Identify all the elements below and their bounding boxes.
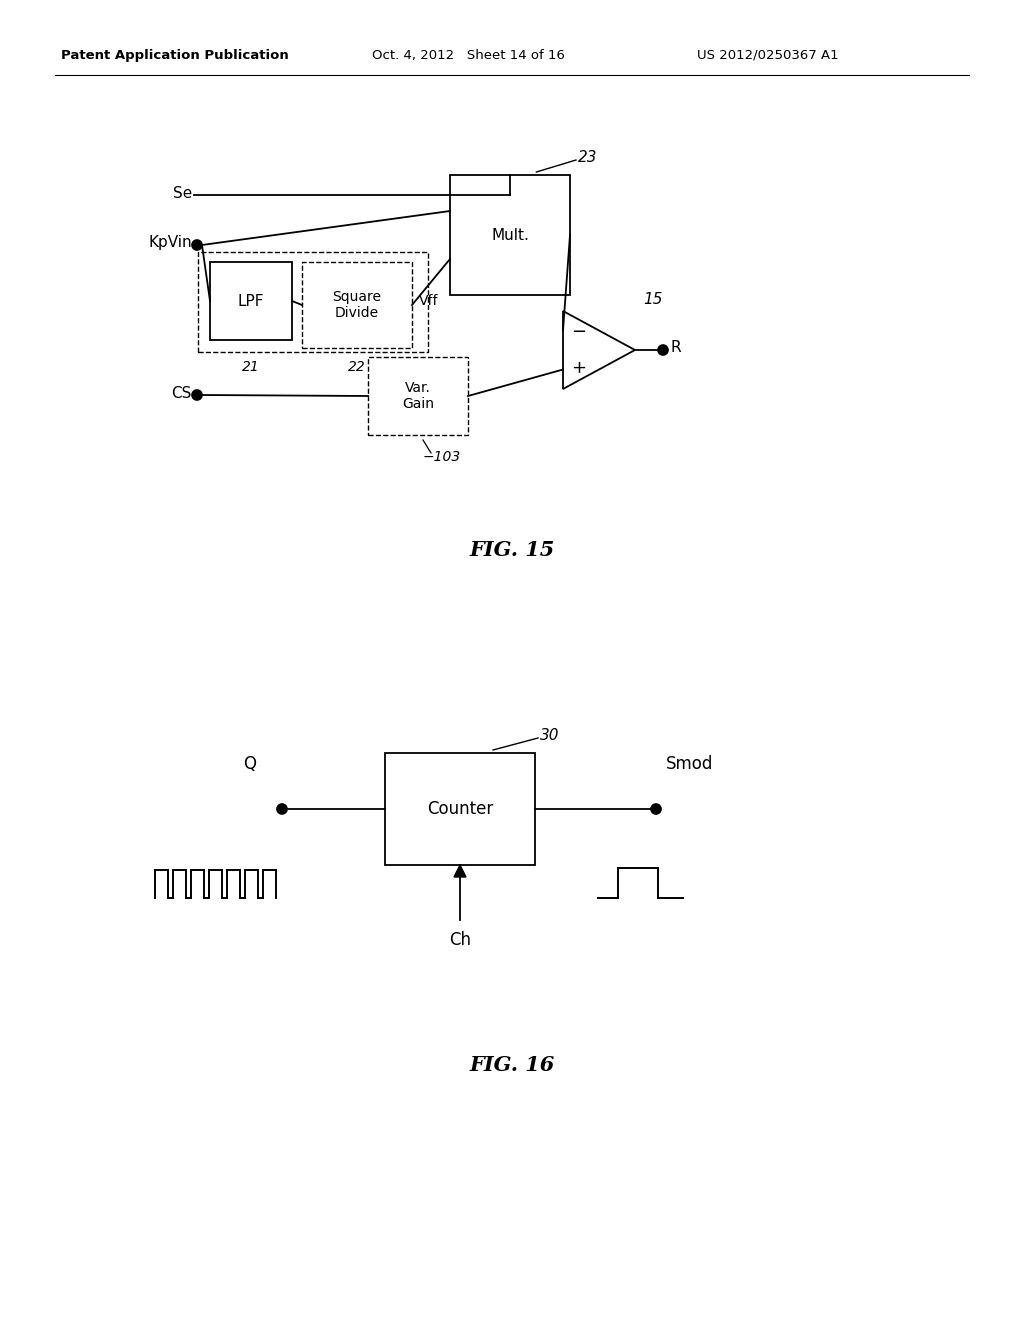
Text: Smod: Smod — [667, 755, 714, 774]
Circle shape — [193, 389, 202, 400]
Polygon shape — [302, 261, 412, 348]
Polygon shape — [450, 176, 570, 294]
Polygon shape — [385, 752, 535, 865]
Text: 30: 30 — [540, 727, 559, 742]
Text: 21: 21 — [242, 360, 260, 374]
Text: 22: 22 — [348, 360, 366, 374]
Polygon shape — [368, 356, 468, 436]
Text: 23: 23 — [578, 149, 597, 165]
Text: −: − — [571, 323, 587, 341]
Text: LPF: LPF — [238, 293, 264, 309]
Text: Mult.: Mult. — [492, 227, 529, 243]
Text: +: + — [571, 359, 587, 378]
Text: US 2012/0250367 A1: US 2012/0250367 A1 — [697, 49, 839, 62]
Text: Counter: Counter — [427, 800, 494, 818]
Text: Var.
Gain: Var. Gain — [402, 381, 434, 411]
Text: Square
Divide: Square Divide — [333, 290, 382, 321]
Text: FIG. 15: FIG. 15 — [469, 540, 555, 560]
Text: Oct. 4, 2012   Sheet 14 of 16: Oct. 4, 2012 Sheet 14 of 16 — [372, 49, 564, 62]
Text: −103: −103 — [423, 450, 461, 465]
Text: Se: Se — [173, 186, 193, 201]
Text: Patent Application Publication: Patent Application Publication — [61, 49, 289, 62]
Polygon shape — [454, 865, 466, 876]
Text: R: R — [671, 341, 682, 355]
Circle shape — [278, 804, 287, 814]
Text: FIG. 16: FIG. 16 — [469, 1055, 555, 1074]
Polygon shape — [198, 252, 428, 352]
Polygon shape — [210, 261, 292, 341]
Text: CS: CS — [172, 385, 193, 400]
Circle shape — [651, 804, 662, 814]
Polygon shape — [563, 312, 635, 389]
Text: Ch: Ch — [449, 931, 471, 949]
Circle shape — [658, 345, 668, 355]
Text: KpVin: KpVin — [148, 235, 193, 251]
Text: 15: 15 — [643, 292, 663, 306]
Circle shape — [193, 240, 202, 249]
Text: Vff: Vff — [419, 294, 438, 308]
Text: Q: Q — [244, 755, 256, 774]
